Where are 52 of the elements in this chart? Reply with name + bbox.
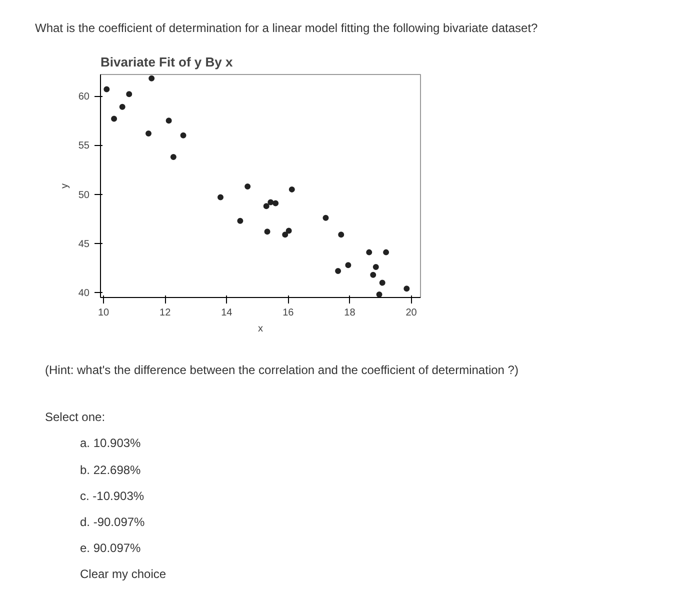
point bbox=[104, 86, 110, 92]
point bbox=[126, 91, 132, 98]
point bbox=[148, 76, 155, 82]
x-tick-label: 18 bbox=[344, 308, 356, 319]
point bbox=[370, 272, 376, 278]
point bbox=[180, 132, 186, 139]
point bbox=[272, 200, 279, 206]
point bbox=[338, 232, 344, 238]
point bbox=[404, 286, 410, 292]
point bbox=[383, 249, 390, 256]
point bbox=[366, 249, 372, 256]
chart-title: Bivariate Fit of y By x bbox=[100, 54, 234, 70]
y-tick-label: 40 bbox=[78, 288, 90, 300]
point bbox=[146, 130, 152, 137]
point bbox=[282, 232, 288, 238]
point bbox=[111, 116, 118, 122]
point bbox=[244, 184, 251, 190]
text: d. -90.097% bbox=[80, 514, 145, 531]
text: Clear my choice bbox=[80, 566, 166, 584]
point bbox=[372, 264, 379, 270]
point bbox=[263, 203, 270, 210]
text: e. 90.097% bbox=[80, 540, 141, 557]
point bbox=[286, 228, 292, 234]
text: a. 10.903% bbox=[80, 435, 141, 452]
point bbox=[345, 262, 352, 268]
x-tick-label: 14 bbox=[221, 308, 233, 319]
y-tick-label: 55 bbox=[78, 140, 90, 152]
x-tick-label: 12 bbox=[160, 308, 172, 319]
text: b. 22.698% bbox=[80, 462, 141, 479]
point bbox=[170, 154, 176, 160]
point bbox=[218, 194, 224, 200]
text: (Hint: what's the difference between the correlation and the coefficient of determination ?) bbox=[45, 362, 518, 380]
x-tick-label: 10 bbox=[98, 308, 110, 319]
y-tick-label: 45 bbox=[78, 239, 90, 250]
y-tick-label: 50 bbox=[78, 190, 90, 201]
point bbox=[166, 118, 172, 124]
x-axis-title: x bbox=[258, 324, 263, 335]
point bbox=[288, 186, 295, 193]
point bbox=[264, 228, 270, 235]
text: Select one: bbox=[45, 409, 106, 426]
text: c. -10.903% bbox=[80, 488, 144, 505]
x-tick-label: 20 bbox=[406, 308, 418, 319]
text: What is the coefficient of determination for a linear model fitting the following bivariate dataset? bbox=[35, 20, 538, 37]
y-tick-label: 60 bbox=[78, 92, 90, 103]
point bbox=[335, 268, 342, 274]
point bbox=[119, 104, 126, 110]
point bbox=[237, 218, 244, 224]
point bbox=[268, 199, 274, 206]
x-tick-label: 16 bbox=[282, 308, 294, 319]
y-axis-title: y bbox=[59, 184, 70, 189]
point bbox=[379, 280, 386, 286]
point bbox=[322, 215, 329, 222]
